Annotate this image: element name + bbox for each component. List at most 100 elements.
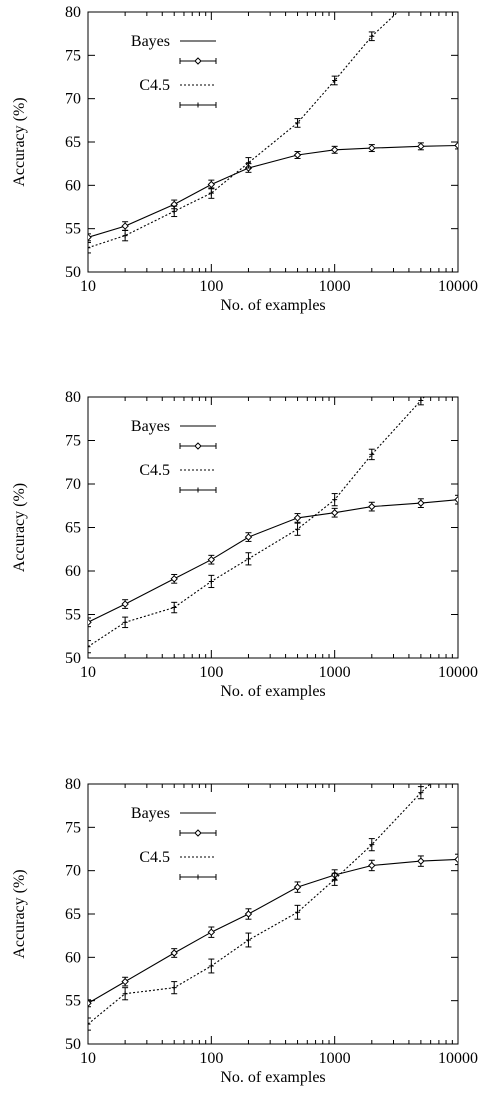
- data-point: [88, 245, 91, 251]
- data-point: [122, 619, 128, 625]
- data-point: [207, 555, 216, 564]
- y-tick-label: 60: [65, 949, 81, 966]
- y-tick-label: 50: [65, 1036, 81, 1053]
- y-tick-label: 65: [65, 906, 81, 923]
- data-point: [368, 861, 376, 870]
- y-tick-label: 80: [65, 389, 81, 406]
- data-area: [88, 360, 461, 654]
- data-point: [170, 949, 178, 957]
- y-tick-label: 60: [65, 177, 81, 194]
- data-point: [417, 857, 425, 865]
- series-line-bayes: [88, 144, 458, 238]
- data-point: [295, 526, 301, 532]
- series-line-c45: [88, 784, 432, 1025]
- y-tick-label: 70: [65, 863, 81, 880]
- legend-marker: [194, 829, 202, 837]
- data-point: [208, 190, 214, 196]
- x-tick-label: 1000: [319, 1050, 351, 1067]
- legend: Bayes C4.5: [131, 33, 217, 108]
- legend: Bayes C4.5: [131, 805, 217, 880]
- data-point: [418, 790, 424, 796]
- x-tick-label: 10000: [438, 1050, 478, 1067]
- x-tick-label: 100: [199, 664, 223, 681]
- y-tick-label: 55: [65, 993, 81, 1010]
- data-point: [244, 533, 253, 541]
- chart-panel-1: 50 55 60 65 70 75 80 10 100 1000 10000 No. of examp…: [11, 4, 478, 314]
- x-axis-label: No. of examples: [220, 1069, 325, 1086]
- data-point: [456, 756, 461, 761]
- data-point: [207, 928, 216, 936]
- data-point: [368, 144, 376, 152]
- data-point: [121, 600, 129, 608]
- legend-label: C4.5: [139, 462, 170, 479]
- y-tick-label: 55: [65, 221, 81, 238]
- y-tick-label: 50: [65, 264, 81, 281]
- x-tick-label: 10: [80, 278, 96, 295]
- y-tick-label: 70: [65, 91, 81, 108]
- data-point: [293, 151, 302, 159]
- data-point: [122, 233, 128, 239]
- data-area: [88, 12, 458, 254]
- data-point: [208, 963, 214, 969]
- x-tick-label: 1000: [319, 278, 351, 295]
- series-line-bayes: [88, 858, 458, 1004]
- data-point: [332, 876, 338, 882]
- data-area: [88, 756, 461, 1031]
- data-point: [369, 33, 375, 39]
- legend-marker: [194, 442, 202, 450]
- chart-panel-3: 50 55 60 65 70 75 80 10 100 1000 10000 No. of examp…: [11, 756, 478, 1086]
- data-point: [122, 991, 128, 997]
- data-point: [332, 77, 338, 83]
- series-line-c45: [88, 397, 426, 648]
- legend-label: C4.5: [139, 77, 170, 94]
- plot-frame: [87, 11, 459, 273]
- y-tick-label: 75: [65, 819, 81, 836]
- data-point: [369, 842, 375, 848]
- y-tick-label: 50: [65, 650, 81, 667]
- y-tick-label: 70: [65, 476, 81, 493]
- data-point: [171, 985, 177, 991]
- data-point: [295, 120, 301, 126]
- x-tick-label: 10: [80, 1050, 96, 1067]
- data-point: [171, 208, 177, 214]
- data-point: [245, 937, 251, 943]
- x-tick-label: 100: [199, 1050, 223, 1067]
- data-point: [456, 360, 461, 365]
- data-point: [417, 499, 425, 507]
- y-tick-label: 80: [65, 776, 81, 793]
- data-point: [454, 495, 458, 504]
- data-point: [332, 497, 338, 503]
- data-point: [88, 233, 92, 242]
- data-point: [295, 909, 301, 915]
- data-point: [121, 222, 129, 230]
- data-point: [417, 142, 425, 151]
- y-axis-label: Accuracy (%): [11, 97, 28, 186]
- y-tick-label: 80: [65, 4, 81, 21]
- data-point: [88, 999, 92, 1007]
- data-point: [330, 146, 339, 154]
- y-tick-label: 55: [65, 607, 81, 624]
- data-point: [454, 855, 458, 864]
- data-point: [88, 618, 92, 627]
- data-point: [369, 451, 375, 457]
- data-point: [293, 514, 302, 522]
- x-tick-label: 10: [80, 664, 96, 681]
- y-axis-label: Accuracy (%): [11, 869, 28, 958]
- data-point: [368, 502, 376, 511]
- y-tick-label: 65: [65, 134, 81, 151]
- data-point: [245, 160, 251, 166]
- data-point: [208, 578, 214, 584]
- y-tick-label: 75: [65, 47, 81, 64]
- x-axis-label: No. of examples: [220, 683, 325, 700]
- y-tick-label: 60: [65, 563, 81, 580]
- legend-label: Bayes: [131, 418, 170, 435]
- x-tick-label: 100: [199, 278, 223, 295]
- data-point: [330, 509, 339, 517]
- data-point: [245, 556, 251, 562]
- x-tick-label: 10000: [438, 278, 478, 295]
- series-line-bayes: [88, 499, 458, 623]
- legend-label: C4.5: [139, 849, 170, 866]
- x-tick-label: 10000: [438, 664, 478, 681]
- y-tick-label: 65: [65, 520, 81, 537]
